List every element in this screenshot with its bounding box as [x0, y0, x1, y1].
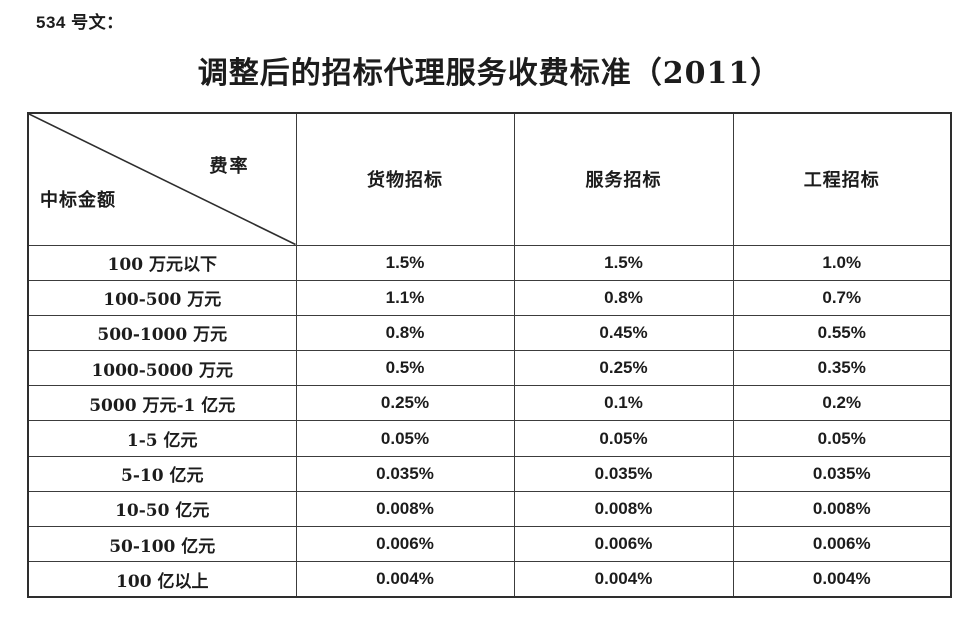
row-label: 100-500 万元 [27, 279, 297, 316]
table-row: 10-50 亿元 0.008% 0.008% 0.008% [27, 490, 952, 528]
corner-label-amount: 中标金额 [40, 190, 116, 211]
fee-cell: 0.25% [295, 385, 515, 422]
fee-cell: 0.8% [513, 279, 734, 316]
fee-cell: 0.05% [513, 420, 734, 457]
page-title: 调整后的招标代理服务收费标准（2011） [197, 56, 782, 91]
diagonal-divider-line [29, 114, 296, 245]
fee-cell: 0.7% [732, 279, 952, 316]
fee-cell: 0.05% [732, 420, 952, 457]
row-label: 100 万元以下 [27, 244, 297, 281]
table-row: 100 万元以下 1.5% 1.5% 1.0% [27, 244, 952, 281]
row-label: 1000-5000 万元 [27, 350, 297, 387]
fee-cell: 0.008% [513, 490, 734, 528]
row-label: 1-5 亿元 [27, 420, 297, 457]
corner-cell: 费率 中标金额 [27, 112, 297, 246]
row-label: 10-50 亿元 [27, 490, 297, 528]
table-row: 5000 万元-1 亿元 0.25% 0.1% 0.2% [27, 385, 952, 422]
fee-cell: 0.035% [513, 455, 734, 492]
fee-cell: 0.006% [513, 525, 734, 563]
row-label: 5-10 亿元 [27, 455, 297, 492]
header-row: 费率 中标金额 货物招标 服务招标 工程招标 [27, 112, 952, 246]
fee-cell: 0.05% [295, 420, 515, 457]
fee-cell: 1.5% [513, 244, 734, 281]
fee-cell: 0.008% [295, 490, 515, 528]
fee-cell: 0.25% [513, 350, 734, 387]
fee-cell: 0.2% [732, 385, 952, 422]
fee-table: 费率 中标金额 货物招标 服务招标 工程招标 100 万元以下 1.5% 1.5… [27, 112, 952, 598]
table-row: 5-10 亿元 0.035% 0.035% 0.035% [27, 455, 952, 492]
fee-cell: 0.55% [732, 314, 952, 352]
corner-label-rate: 费率 [209, 156, 250, 177]
fee-cell: 0.035% [295, 455, 515, 492]
column-header-goods: 货物招标 [295, 112, 515, 246]
column-header-services: 服务招标 [513, 112, 734, 246]
fee-cell: 0.008% [732, 490, 952, 528]
fee-cell: 0.006% [732, 525, 952, 563]
fee-cell: 0.1% [513, 385, 734, 422]
doc-number-label: 534 号文： [36, 13, 124, 32]
fee-cell: 1.0% [732, 244, 952, 281]
table-row: 100 亿以上 0.004% 0.004% 0.004% [27, 561, 952, 598]
fee-cell: 1.1% [295, 279, 515, 316]
table-row: 1000-5000 万元 0.5% 0.25% 0.35% [27, 350, 952, 387]
row-label: 500-1000 万元 [27, 314, 297, 352]
row-label: 50-100 亿元 [27, 525, 297, 563]
fee-cell: 0.35% [732, 350, 952, 387]
table-row: 50-100 亿元 0.006% 0.006% 0.006% [27, 525, 952, 563]
column-header-engineering: 工程招标 [732, 112, 952, 246]
fee-cell: 0.006% [295, 525, 515, 563]
fee-cell: 0.45% [513, 314, 734, 352]
row-label: 5000 万元-1 亿元 [27, 385, 297, 422]
fee-cell: 0.8% [295, 314, 515, 352]
fee-cell: 0.004% [732, 561, 952, 598]
fee-cell: 0.035% [732, 455, 952, 492]
fee-cell: 0.004% [513, 561, 734, 598]
table-row: 100-500 万元 1.1% 0.8% 0.7% [27, 279, 952, 316]
table-row: 1-5 亿元 0.05% 0.05% 0.05% [27, 420, 952, 457]
fee-cell: 0.5% [295, 350, 515, 387]
table-row: 500-1000 万元 0.8% 0.45% 0.55% [27, 314, 952, 352]
row-label: 100 亿以上 [27, 561, 297, 598]
fee-cell: 1.5% [295, 244, 515, 281]
fee-cell: 0.004% [295, 561, 515, 598]
